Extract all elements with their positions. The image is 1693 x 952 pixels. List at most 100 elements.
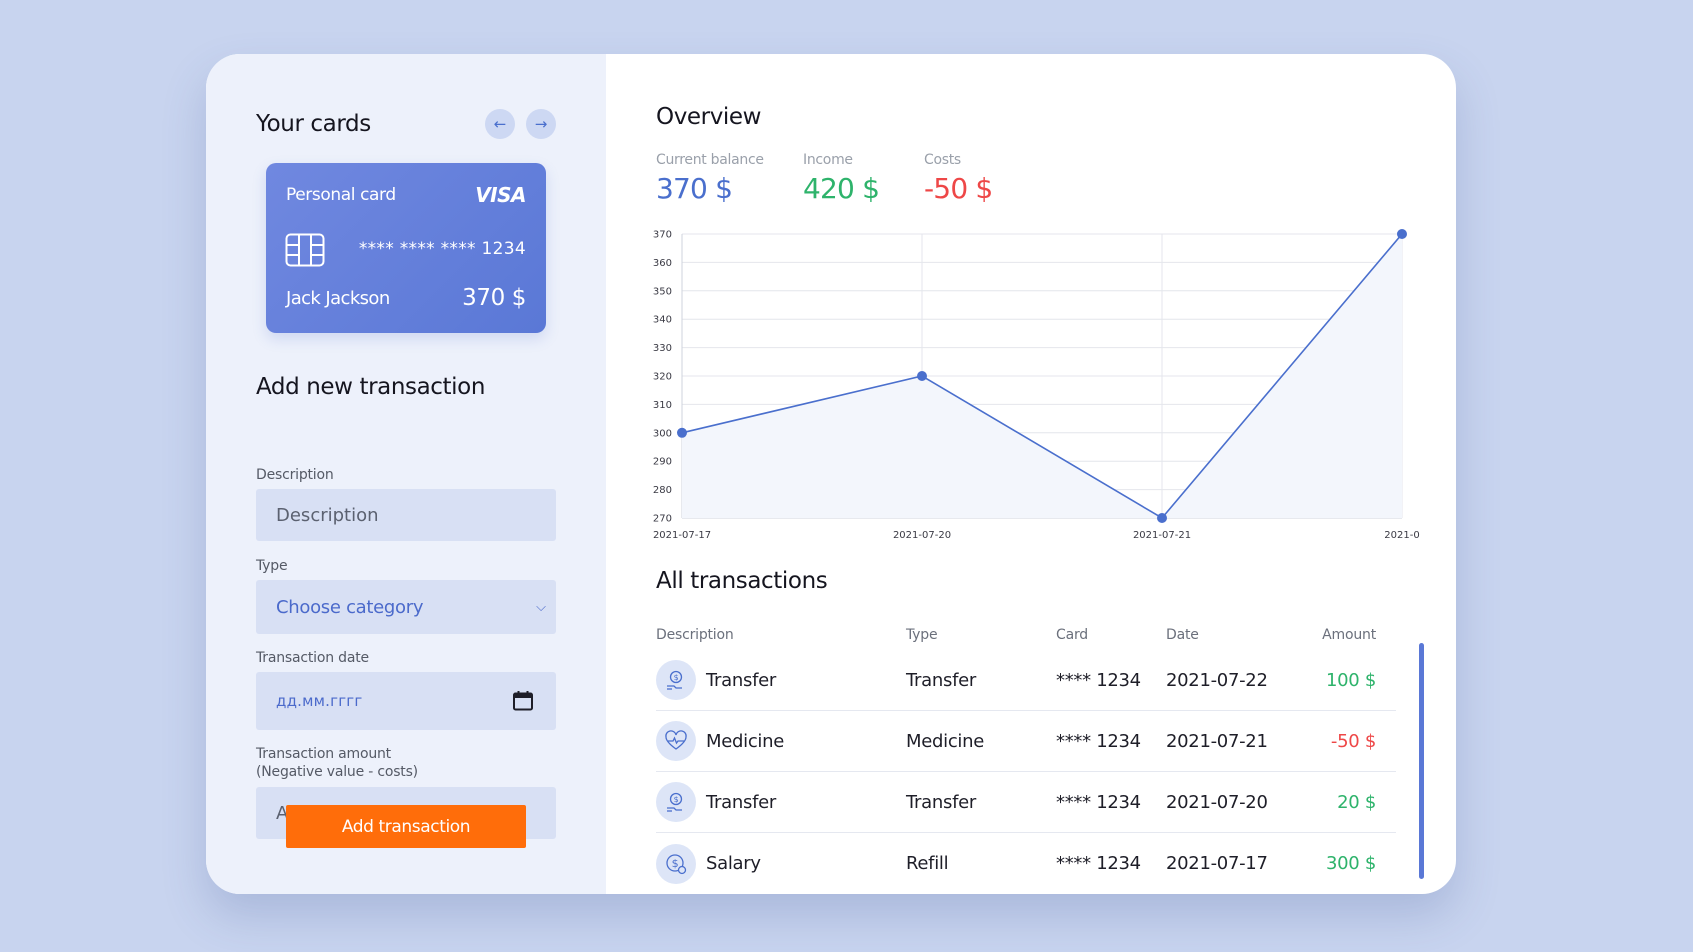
amount-label: Transaction amount (Negative value - cos… (256, 745, 418, 781)
row-amount: -50 $ (1330, 730, 1376, 752)
date-label: Transaction date (256, 650, 369, 666)
amount-label-line1: Transaction amount (256, 746, 391, 762)
row-type: Transfer (906, 791, 976, 813)
amount-label-line2: (Negative value - costs) (256, 764, 418, 780)
costs-stat: Costs -50 $ (924, 152, 993, 205)
header-card: Card (1056, 627, 1088, 643)
card-brand-logo: VISA (475, 183, 526, 207)
data-point (677, 427, 687, 438)
cards-header: Your cards ← → (256, 104, 556, 144)
date-input[interactable]: дд.мм.гггг (256, 672, 556, 730)
chevron-down-icon: ⌵ (536, 599, 546, 615)
calendar-icon[interactable] (512, 690, 534, 712)
svg-text:$: $ (674, 673, 679, 682)
transactions-scrollbar[interactable] (1419, 643, 1424, 879)
row-description: Transfer (706, 669, 776, 691)
category-select[interactable]: Choose category ⌵ (256, 580, 556, 634)
row-card: **** 1234 (1056, 669, 1141, 691)
row-type: Refill (906, 853, 949, 874)
add-transaction-button[interactable]: Add transaction (286, 805, 526, 848)
row-date: 2021-07-21 (1166, 730, 1268, 752)
transfer-icon: $ (656, 782, 696, 822)
right-panel: Overview Current balance 370 $ Income 42… (606, 54, 1456, 894)
prev-card-button[interactable]: ← (485, 109, 515, 139)
card-number: **** **** **** 1234 (358, 239, 526, 259)
description-input[interactable] (276, 504, 536, 526)
description-field-wrapper (256, 489, 556, 541)
y-tick-label: 370 (653, 230, 672, 241)
table-row[interactable]: $ Transfer Transfer **** 1234 2021-07-22… (656, 650, 1396, 711)
credit-card[interactable]: Personal card VISA **** **** **** 1234 J… (266, 163, 546, 333)
table-row[interactable]: Medicine Medicine **** 1234 2021-07-21 -… (656, 711, 1396, 772)
data-point (917, 371, 927, 381)
row-amount: 300 $ (1325, 853, 1376, 874)
next-card-button[interactable]: → (526, 109, 556, 139)
x-tick-label: 2021-07-17 (653, 530, 711, 541)
card-name: Personal card (286, 185, 396, 205)
row-type: Medicine (906, 730, 985, 752)
row-description: Salary (706, 853, 761, 874)
table-row[interactable]: $ Salary Refill **** 1234 2021-07-17 300… (656, 833, 1396, 894)
overview-title: Overview (656, 104, 762, 130)
medicine-icon (656, 721, 696, 761)
y-tick-label: 330 (653, 343, 672, 354)
row-date: 2021-07-20 (1166, 791, 1268, 813)
x-tick-label: 2021-07-20 (893, 530, 951, 541)
data-point (1157, 513, 1167, 523)
card-holder: Jack Jackson (286, 287, 390, 309)
date-placeholder: дд.мм.гггг (276, 692, 363, 710)
table-header: Description Type Card Date Amount (656, 620, 1396, 650)
x-tick-label: 2021-0 (1384, 530, 1419, 541)
y-tick-label: 290 (653, 457, 672, 468)
income-label: Income (803, 152, 853, 168)
row-amount: 20 $ (1337, 791, 1376, 813)
balance-value: 370 $ (656, 172, 733, 205)
left-panel: Your cards ← → Personal card VISA **** *… (206, 54, 606, 894)
x-tick-label: 2021-07-21 (1133, 530, 1191, 541)
y-tick-label: 340 (653, 315, 672, 326)
row-amount: 100 $ (1325, 669, 1376, 691)
card-navigation: ← → (485, 109, 556, 139)
category-select-value: Choose category (276, 596, 424, 618)
row-date: 2021-07-17 (1166, 853, 1268, 874)
row-type: Transfer (906, 669, 976, 691)
card-balance: 370 $ (462, 285, 526, 311)
y-tick-label: 350 (653, 286, 672, 297)
balance-line-chart: 270 280 290 300 310 320 330 340 350 360 370 2021-07… (653, 229, 1420, 541)
y-tick-label: 300 (653, 428, 672, 439)
row-date: 2021-07-22 (1166, 669, 1268, 691)
svg-text:$: $ (674, 795, 679, 804)
cards-title: Your cards (256, 111, 371, 137)
balance-stat: Current balance 370 $ (656, 152, 764, 205)
y-tick-label: 310 (653, 400, 672, 411)
header-amount: Amount (1322, 627, 1376, 643)
series-line (681, 233, 1403, 520)
balance-label: Current balance (656, 152, 764, 168)
row-description: Transfer (706, 791, 776, 813)
row-card: **** 1234 (1056, 791, 1141, 813)
header-date: Date (1166, 627, 1199, 643)
costs-label: Costs (924, 152, 961, 168)
y-tick-label: 320 (653, 372, 672, 383)
y-tick-label: 270 (653, 514, 672, 525)
income-value: 420 $ (803, 172, 880, 205)
transactions-table: Description Type Card Date Amount $ Tran… (656, 620, 1396, 894)
finance-app-window: Your cards ← → Personal card VISA **** *… (206, 54, 1456, 894)
row-card: **** 1234 (1056, 730, 1141, 752)
data-point (1397, 229, 1407, 239)
header-description: Description (656, 627, 734, 643)
description-label: Description (256, 467, 334, 483)
header-type: Type (906, 627, 938, 643)
salary-icon: $ (656, 843, 696, 884)
row-description: Medicine (706, 730, 785, 752)
costs-value: -50 $ (924, 172, 993, 205)
type-label: Type (256, 558, 288, 574)
row-card: **** 1234 (1056, 853, 1141, 874)
add-transaction-title: Add new transaction (256, 374, 486, 400)
y-tick-label: 280 (653, 485, 672, 496)
card-chip-icon (285, 233, 325, 267)
y-tick-label: 360 (653, 258, 672, 269)
table-row[interactable]: $ Transfer Transfer **** 1234 2021-07-20… (656, 772, 1396, 833)
transfer-icon: $ (656, 660, 696, 700)
income-stat: Income 420 $ (803, 152, 880, 205)
